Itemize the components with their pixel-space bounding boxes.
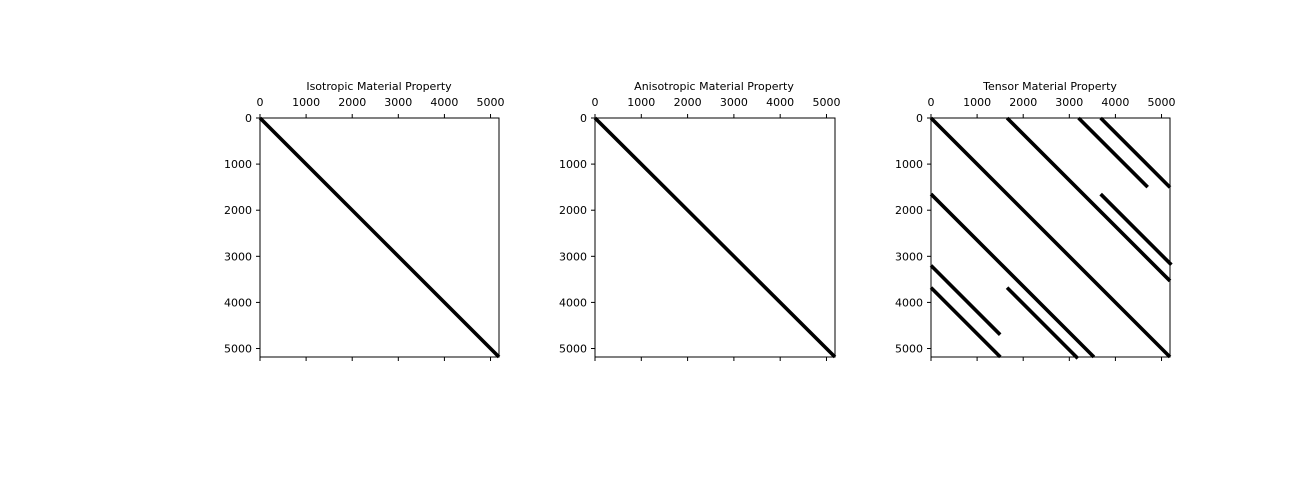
y-tick-label: 1000 bbox=[224, 158, 252, 171]
x-tick-label: 4000 bbox=[430, 96, 458, 109]
panel-anisotropic: Anisotropic Material Property 0 1000 2000 3… bbox=[559, 80, 840, 361]
y-tick-label: 4000 bbox=[224, 296, 252, 309]
x-tick-label: 5000 bbox=[812, 96, 840, 109]
y-tick-label: 2000 bbox=[559, 204, 587, 217]
axes-frame-isotropic bbox=[259, 117, 500, 358]
panel-title-anisotropic: Anisotropic Material Property bbox=[634, 80, 794, 93]
x-tick-label: 3000 bbox=[720, 96, 748, 109]
x-tick-label: 5000 bbox=[477, 96, 505, 109]
x-tick-label: 3000 bbox=[384, 96, 412, 109]
y-tick-label: 1000 bbox=[559, 158, 587, 171]
ticks-anisotropic: 0 1000 2000 3000 4000 5000 0 1000 2000 3000 4000 50… bbox=[559, 96, 840, 361]
x-tick-label: 0 bbox=[928, 96, 935, 109]
y-tick-label: 2000 bbox=[224, 204, 252, 217]
x-tick-label: 2000 bbox=[674, 96, 702, 109]
ticks-tensor: 0 1000 2000 3000 4000 5000 0 1000 2000 3000 4000 50… bbox=[895, 96, 1176, 361]
x-tick-label: 2000 bbox=[1009, 96, 1037, 109]
nonzero-band-4 bbox=[929, 192, 1096, 359]
y-tick-label: 3000 bbox=[224, 250, 252, 263]
nonzero-band-0 bbox=[258, 116, 501, 359]
y-tick-label: 5000 bbox=[895, 343, 923, 356]
x-tick-label: 1000 bbox=[963, 96, 991, 109]
y-tick-label: 2000 bbox=[895, 204, 923, 217]
x-tick-label: 1000 bbox=[292, 96, 320, 109]
x-tick-label: 0 bbox=[257, 96, 264, 109]
x-tick-label: 4000 bbox=[766, 96, 794, 109]
y-tick-label: 3000 bbox=[895, 250, 923, 263]
y-tick-label: 3000 bbox=[559, 250, 587, 263]
panel-title-isotropic: Isotropic Material Property bbox=[306, 80, 452, 93]
nonzero-band-0 bbox=[593, 116, 837, 359]
panel-isotropic: Isotropic Material Property 0 1000 2000 300… bbox=[224, 80, 505, 361]
y-tick-label: 1000 bbox=[895, 158, 923, 171]
axes-frame-anisotropic bbox=[594, 117, 836, 358]
x-tick-label: 5000 bbox=[1148, 96, 1176, 109]
x-tick-label: 0 bbox=[592, 96, 599, 109]
sparsity-marks-isotropic bbox=[258, 116, 501, 359]
y-tick-label: 5000 bbox=[224, 343, 252, 356]
x-tick-label: 4000 bbox=[1101, 96, 1129, 109]
sparsity-marks-anisotropic bbox=[593, 116, 837, 359]
axes-frame-tensor bbox=[930, 117, 1171, 358]
x-tick-label: 3000 bbox=[1055, 96, 1083, 109]
y-tick-label: 4000 bbox=[559, 296, 587, 309]
nonzero-band-6 bbox=[929, 264, 1002, 336]
panel-title-tensor: Tensor Material Property bbox=[982, 80, 1117, 93]
sparsity-marks-tensor bbox=[929, 116, 1173, 360]
nonzero-band-8 bbox=[1005, 286, 1080, 360]
y-tick-label: 0 bbox=[245, 112, 252, 125]
y-tick-label: 4000 bbox=[895, 296, 923, 309]
nonzero-band-1 bbox=[1005, 116, 1172, 283]
y-tick-label: 5000 bbox=[559, 343, 587, 356]
nonzero-band-0 bbox=[929, 116, 1172, 359]
x-tick-label: 2000 bbox=[338, 96, 366, 109]
nonzero-band-7 bbox=[929, 286, 1002, 359]
ticks-isotropic: 0 1000 2000 3000 4000 5000 0 1000 2000 3000 4000 50… bbox=[224, 96, 505, 361]
y-tick-label: 0 bbox=[580, 112, 587, 125]
nonzero-band-3 bbox=[1099, 116, 1172, 189]
y-tick-label: 0 bbox=[916, 112, 923, 125]
nonzero-band-5 bbox=[1099, 192, 1173, 267]
x-tick-label: 1000 bbox=[627, 96, 655, 109]
panel-tensor: Tensor Material Property 0 1000 2000 3000 40… bbox=[895, 80, 1176, 361]
nonzero-band-2 bbox=[1077, 116, 1149, 189]
